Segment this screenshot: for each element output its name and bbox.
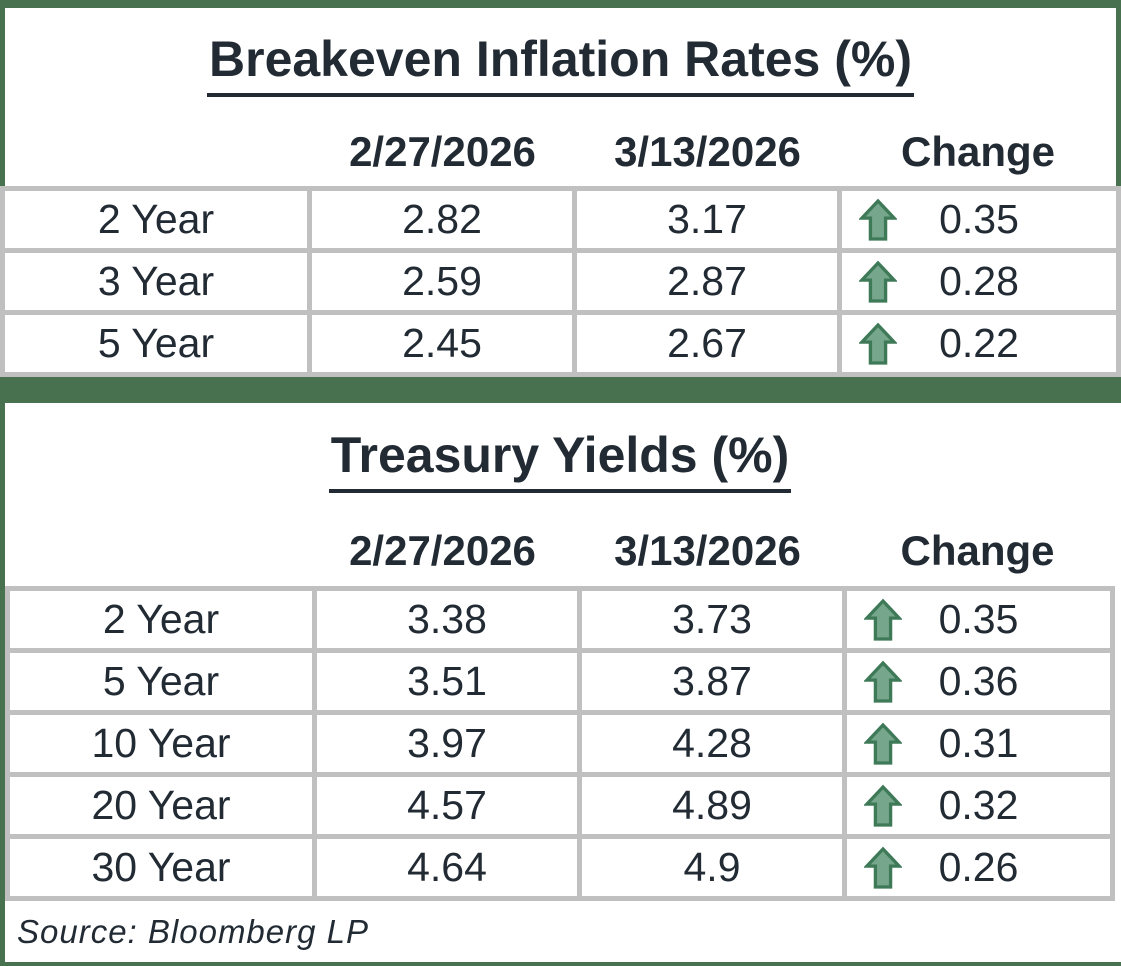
change-value: 0.22	[939, 320, 1019, 366]
col-header-date-1: 2/27/2026	[349, 128, 536, 175]
change-cell: 0.35	[842, 191, 1116, 248]
change-cell: 0.22	[842, 315, 1116, 372]
rate-value: 3.51	[317, 653, 577, 710]
up-arrow-icon	[864, 598, 902, 642]
change-cell: 0.35	[847, 591, 1110, 648]
breakeven-header-row: 2/27/2026 3/13/2026 Change	[0, 118, 1116, 186]
maturity-label: 5 Year	[10, 653, 312, 710]
up-arrow-icon	[864, 846, 902, 890]
up-arrow-icon	[864, 784, 902, 828]
breakeven-section: Breakeven Inflation Rates (%) 2/27/2026 …	[0, 8, 1121, 377]
change-value: 0.35	[938, 596, 1019, 642]
up-arrow-icon	[864, 722, 902, 766]
rate-value: 2.59	[312, 253, 572, 310]
rate-value: 4.89	[582, 777, 842, 834]
treasury-title-block: Treasury Yields (%)	[5, 403, 1115, 515]
rate-value: 4.57	[317, 777, 577, 834]
change-value: 0.36	[938, 658, 1019, 704]
maturity-label: 20 Year	[10, 777, 312, 834]
rate-value: 3.97	[317, 715, 577, 772]
change-cell: 0.36	[847, 653, 1110, 710]
col-header-change: Change	[900, 128, 1055, 175]
maturity-label: 10 Year	[10, 715, 312, 772]
source-note: Source: Bloomberg LP	[17, 912, 370, 950]
change-value: 0.35	[939, 196, 1019, 242]
maturity-label: 2 Year	[10, 591, 312, 648]
maturity-label: 5 Year	[5, 315, 307, 372]
change-value: 0.26	[938, 844, 1019, 890]
rate-value: 3.38	[317, 591, 577, 648]
treasury-header-row: 2/27/2026 3/13/2026 Change	[5, 515, 1115, 586]
rate-value: 2.45	[312, 315, 572, 372]
maturity-label: 3 Year	[5, 253, 307, 310]
change-cell: 0.26	[847, 839, 1110, 896]
change-cell: 0.28	[842, 253, 1116, 310]
col-header-date-2: 3/13/2026	[614, 128, 801, 175]
breakeven-title: Breakeven Inflation Rates (%)	[207, 30, 914, 97]
rate-value: 2.87	[577, 253, 837, 310]
rate-value: 4.28	[582, 715, 842, 772]
rate-value: 3.73	[582, 591, 842, 648]
treasury-title: Treasury Yields (%)	[328, 426, 792, 493]
rate-value: 2.82	[312, 191, 572, 248]
treasury-section: Treasury Yields (%) 2/27/2026 3/13/2026 …	[0, 403, 1115, 962]
change-value: 0.31	[938, 720, 1019, 766]
rate-value: 3.87	[582, 653, 842, 710]
rate-value: 2.67	[577, 315, 837, 372]
rate-value: 4.64	[317, 839, 577, 896]
breakeven-title-block: Breakeven Inflation Rates (%)	[0, 8, 1116, 118]
col-header-date-2: 3/13/2026	[614, 526, 801, 574]
up-arrow-icon	[864, 660, 902, 704]
maturity-label: 2 Year	[5, 191, 307, 248]
col-header-change: Change	[900, 526, 1055, 574]
section-divider	[0, 377, 1121, 403]
change-cell: 0.32	[847, 777, 1110, 834]
up-arrow-icon	[859, 260, 897, 304]
rate-value: 4.9	[582, 839, 842, 896]
treasury-table: 2 Year 3.38 3.73 0.35 5 Year 3.51 3.87 0.36 10 Y…	[5, 586, 1115, 901]
change-value: 0.32	[938, 782, 1019, 828]
up-arrow-icon	[859, 198, 897, 242]
up-arrow-icon	[859, 322, 897, 366]
change-cell: 0.31	[847, 715, 1110, 772]
source-row: Source: Bloomberg LP	[5, 901, 1115, 962]
maturity-label: 30 Year	[10, 839, 312, 896]
col-header-date-1: 2/27/2026	[349, 526, 536, 574]
change-value: 0.28	[939, 258, 1019, 304]
breakeven-table: 2 Year 2.82 3.17 0.35 3 Year 2.59 2.87 0.28 5 Ye…	[0, 186, 1121, 377]
rate-value: 3.17	[577, 191, 837, 248]
